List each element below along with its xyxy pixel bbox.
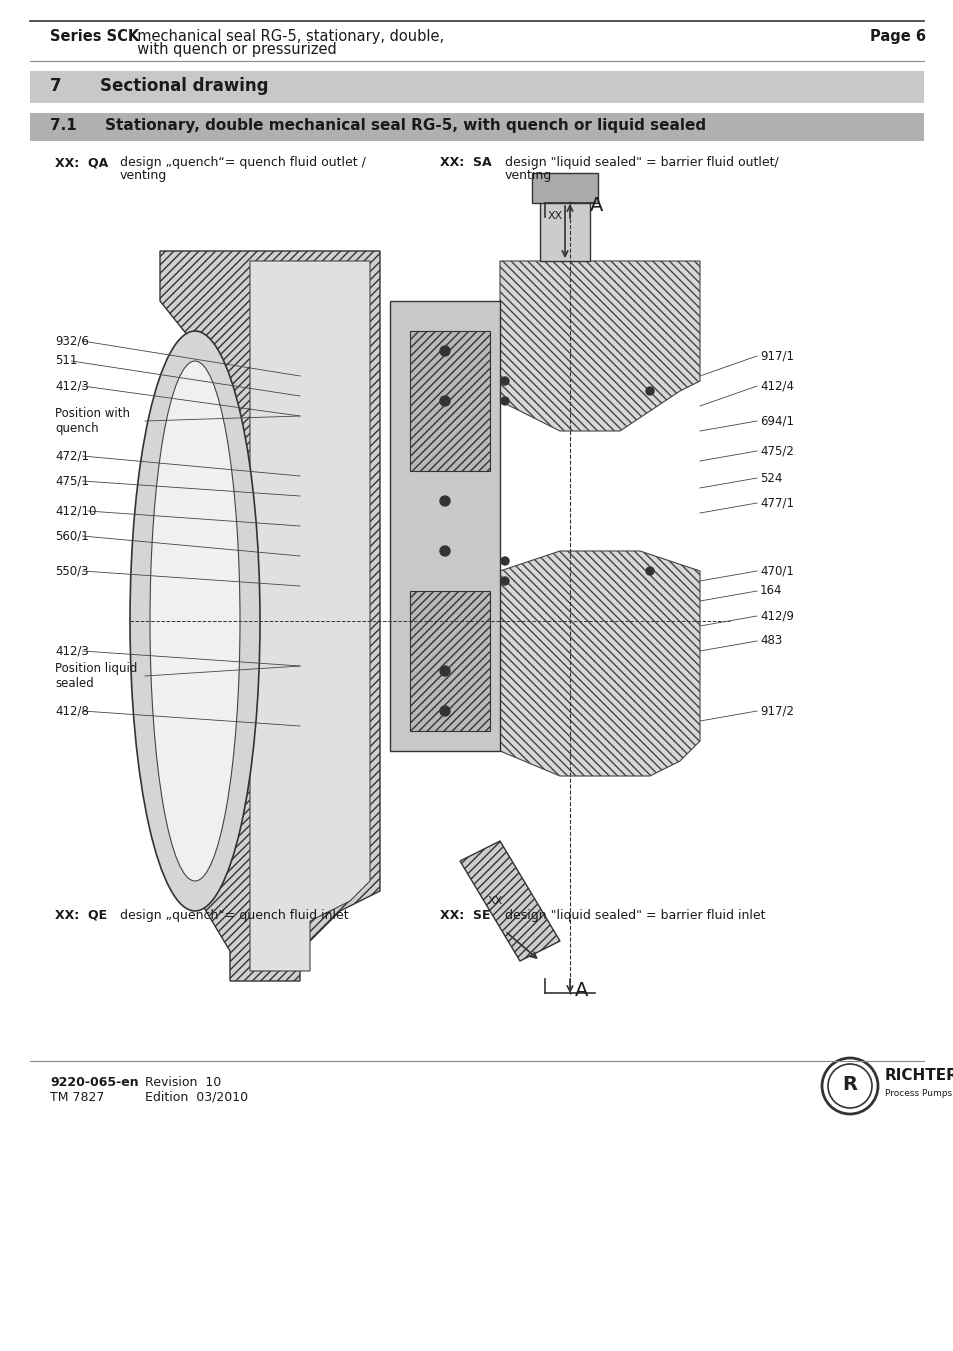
Polygon shape (390, 301, 499, 751)
Text: R: R (841, 1074, 857, 1093)
Text: XX: XX (547, 211, 562, 222)
Text: 412/3: 412/3 (55, 380, 89, 393)
Text: 412/3: 412/3 (55, 644, 89, 658)
Ellipse shape (130, 331, 260, 911)
Text: Revision  10: Revision 10 (145, 1075, 221, 1089)
Polygon shape (499, 551, 700, 775)
FancyBboxPatch shape (30, 113, 923, 141)
Text: 917/1: 917/1 (760, 350, 793, 362)
Text: Edition  03/2010: Edition 03/2010 (145, 1092, 248, 1104)
Polygon shape (410, 331, 490, 471)
Polygon shape (160, 251, 379, 981)
Circle shape (439, 396, 450, 407)
Text: 472/1: 472/1 (55, 450, 89, 462)
Circle shape (821, 1058, 877, 1115)
Circle shape (645, 567, 654, 576)
Text: XX:  QA: XX: QA (55, 155, 108, 169)
Text: Sectional drawing: Sectional drawing (100, 77, 268, 95)
Text: A: A (589, 196, 602, 215)
Text: Position with
quench: Position with quench (55, 407, 130, 435)
Text: 475/1: 475/1 (55, 474, 89, 488)
Text: 7: 7 (50, 77, 62, 95)
Text: 470/1: 470/1 (760, 565, 793, 577)
Text: 511: 511 (55, 354, 77, 367)
Text: design "liquid sealed" = barrier fluid outlet/: design "liquid sealed" = barrier fluid o… (504, 155, 778, 169)
Circle shape (827, 1065, 871, 1108)
Text: venting: venting (120, 169, 167, 182)
Text: 694/1: 694/1 (760, 415, 793, 427)
Text: TM 7827: TM 7827 (50, 1092, 104, 1104)
Text: XX:  SA: XX: SA (439, 155, 491, 169)
Text: Position liquid
sealed: Position liquid sealed (55, 662, 137, 690)
Polygon shape (499, 261, 700, 431)
Circle shape (645, 386, 654, 394)
Circle shape (500, 577, 509, 585)
FancyBboxPatch shape (30, 72, 923, 103)
Text: 412/9: 412/9 (760, 609, 793, 623)
Text: design „quench“= quench fluid inlet: design „quench“= quench fluid inlet (120, 909, 348, 921)
Text: Page 6: Page 6 (869, 28, 925, 45)
Text: Series SCK: Series SCK (50, 28, 139, 45)
FancyBboxPatch shape (532, 173, 598, 203)
Text: Stationary, double mechanical seal RG-5, with quench or liquid sealed: Stationary, double mechanical seal RG-5,… (105, 118, 705, 132)
Circle shape (500, 397, 509, 405)
Polygon shape (459, 842, 559, 961)
Text: 932/6: 932/6 (55, 335, 89, 347)
Text: mechanical seal RG-5, stationary, double,: mechanical seal RG-5, stationary, double… (128, 28, 444, 45)
Text: 560/1: 560/1 (55, 530, 89, 543)
Text: 477/1: 477/1 (760, 497, 793, 509)
Circle shape (439, 546, 450, 557)
Text: design "liquid sealed" = barrier fluid inlet: design "liquid sealed" = barrier fluid i… (504, 909, 764, 921)
Text: with quench or pressurized: with quench or pressurized (128, 42, 336, 57)
Text: 483: 483 (760, 635, 781, 647)
Text: XX:  QE: XX: QE (55, 909, 107, 921)
Text: 9220-065-en: 9220-065-en (50, 1075, 138, 1089)
Circle shape (500, 557, 509, 565)
Text: 412/4: 412/4 (760, 380, 793, 393)
Ellipse shape (150, 361, 240, 881)
Text: A: A (575, 981, 588, 1000)
Text: XX: XX (488, 896, 503, 907)
Text: Process Pumps & Valves: Process Pumps & Valves (884, 1089, 953, 1098)
Text: 917/2: 917/2 (760, 704, 793, 717)
Text: 550/3: 550/3 (55, 565, 89, 577)
Circle shape (439, 666, 450, 676)
Text: 412/8: 412/8 (55, 704, 89, 717)
Text: XX:  SE: XX: SE (439, 909, 490, 921)
Circle shape (439, 496, 450, 507)
Text: 524: 524 (760, 471, 781, 485)
Circle shape (439, 707, 450, 716)
Text: 164: 164 (760, 585, 781, 597)
Text: venting: venting (504, 169, 552, 182)
Text: design „quench“= quench fluid outlet /: design „quench“= quench fluid outlet / (120, 155, 366, 169)
Polygon shape (410, 590, 490, 731)
Text: 7.1: 7.1 (50, 118, 76, 132)
Polygon shape (250, 261, 370, 971)
Text: 412/10: 412/10 (55, 504, 96, 517)
Circle shape (500, 377, 509, 385)
Text: 475/2: 475/2 (760, 444, 793, 458)
FancyBboxPatch shape (539, 201, 589, 261)
Circle shape (439, 346, 450, 357)
Text: RICHTER: RICHTER (884, 1069, 953, 1084)
